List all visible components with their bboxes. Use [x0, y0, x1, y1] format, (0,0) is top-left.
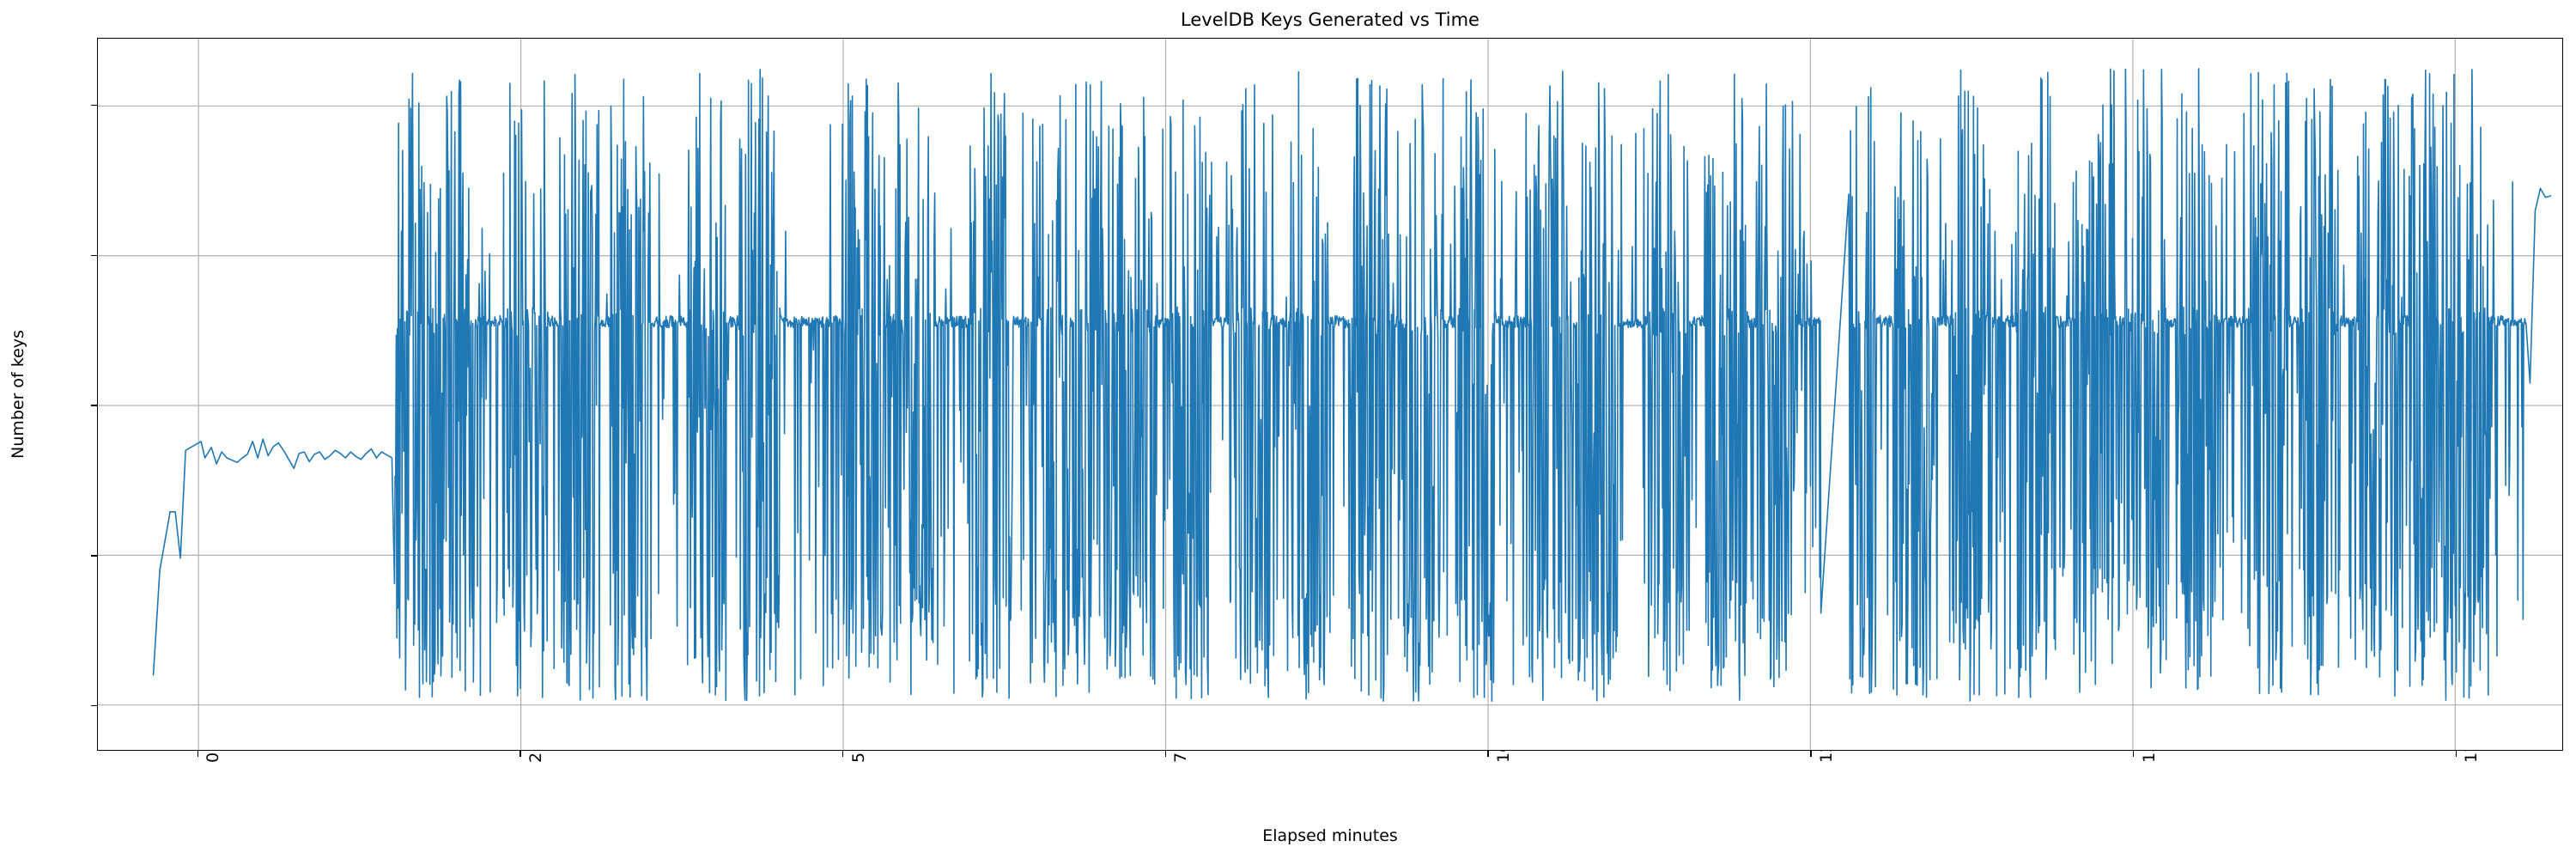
x-tick-mark — [1487, 751, 1489, 757]
y-axis-label: Number of keys — [9, 330, 27, 459]
x-axis-label: Elapsed minutes — [1262, 826, 1398, 845]
y-tick-mark — [91, 104, 97, 107]
x-tick-mark — [197, 751, 198, 757]
x-tick-mark — [2455, 751, 2457, 757]
x-tick-mark — [1164, 751, 1167, 757]
x-tick-mark — [841, 751, 844, 757]
y-tick-mark — [91, 704, 97, 707]
x-tick-mark — [519, 751, 521, 757]
line-chart-icon — [98, 39, 2562, 750]
data-series-line — [152, 68, 2552, 703]
x-tick-mark — [1810, 751, 1812, 757]
plot-area[interactable] — [97, 38, 2563, 751]
x-tick-mark — [2132, 751, 2135, 757]
y-tick-mark — [91, 555, 97, 557]
page-title: LevelDB Keys Generated vs Time — [1181, 9, 1479, 30]
y-tick-mark — [91, 254, 97, 257]
